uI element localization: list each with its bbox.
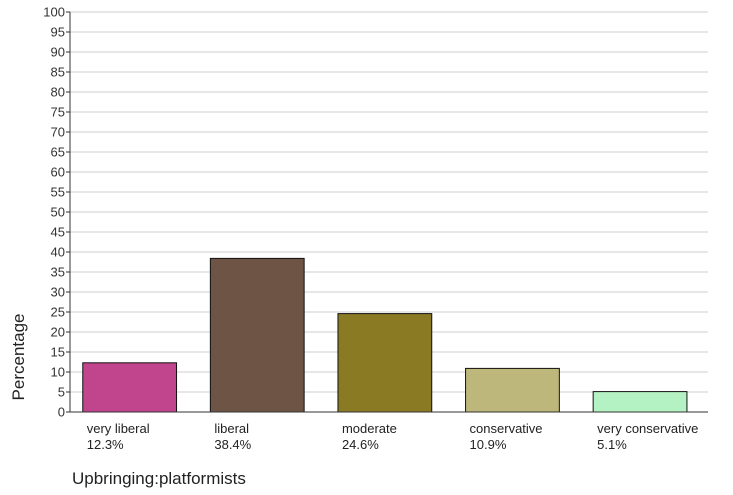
- y-tick-label: 65: [51, 145, 65, 160]
- y-tick-label: 95: [51, 25, 65, 40]
- category-label: conservative: [470, 421, 543, 436]
- x-axis-label: Upbringing:platformists: [72, 469, 246, 488]
- y-tick-label: 45: [51, 225, 65, 240]
- y-tick-label: 75: [51, 105, 65, 120]
- bar-conservative: [465, 367, 560, 413]
- y-tick-label: 90: [51, 45, 65, 60]
- bars: [82, 257, 688, 413]
- y-tick-label: 30: [51, 285, 65, 300]
- y-tick-label: 80: [51, 85, 65, 100]
- category-percent-label: 12.3%: [87, 437, 124, 452]
- y-tick-label: 20: [51, 325, 65, 340]
- y-tick-label: 10: [51, 365, 65, 380]
- y-tick-label: 50: [51, 205, 65, 220]
- bar-very-liberal: [82, 362, 178, 413]
- category-percent-label: 5.1%: [597, 437, 627, 452]
- category-label: very liberal: [87, 421, 150, 436]
- bar-very-conservative: [592, 391, 688, 413]
- category-label: liberal: [214, 421, 249, 436]
- category-percent-label: 38.4%: [214, 437, 251, 452]
- grid-lines: [70, 11, 708, 393]
- y-tick-label: 15: [51, 345, 65, 360]
- bar-liberal: [209, 257, 305, 413]
- y-tick-label: 100: [43, 5, 65, 20]
- y-tick-label: 70: [51, 125, 65, 140]
- y-tick-label: 55: [51, 185, 65, 200]
- category-percent-label: 24.6%: [342, 437, 379, 452]
- category-label: very conservative: [597, 421, 698, 436]
- y-tick-label: 60: [51, 165, 65, 180]
- y-tick-label: 35: [51, 265, 65, 280]
- y-tick-label: 5: [58, 385, 65, 400]
- y-tick-label: 25: [51, 305, 65, 320]
- y-tick-label: 85: [51, 65, 65, 80]
- y-tick-label: 0: [58, 405, 65, 420]
- category-label: moderate: [342, 421, 397, 436]
- category-percent-label: 10.9%: [470, 437, 507, 452]
- y-tick-label: 40: [51, 245, 65, 260]
- y-axis-ticks: 0 5 10 15 20 25 30 35 40 45 50 55 60 65 70 75 80 85 90 95 10…: [43, 5, 70, 420]
- y-axis-label: Percentage: [9, 314, 28, 401]
- bar-moderate: [337, 313, 433, 413]
